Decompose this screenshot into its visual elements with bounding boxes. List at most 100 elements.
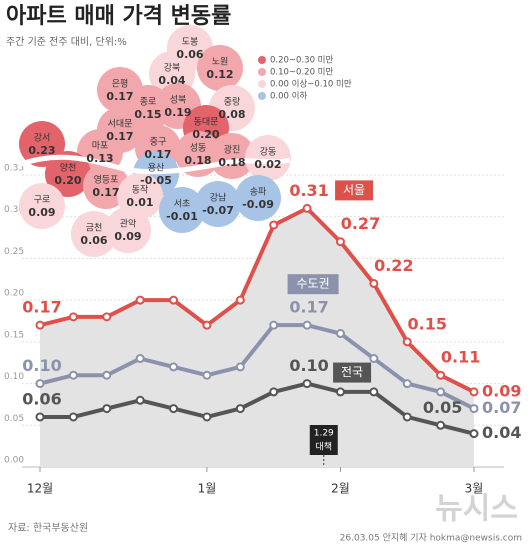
district-area [159,187,205,233]
legend-label: 0.00 이상~0.10 미만 [270,79,352,90]
legend-swatch [258,92,266,100]
district-name: 동작 [132,185,149,196]
point [235,295,245,305]
y-tick-label: 0.05 [4,414,24,424]
district-name: 송파 [250,187,267,198]
district-area [245,135,291,181]
district-area [45,151,91,197]
district-value: 0.06 [176,48,203,61]
title: 아파트 매매 가격 변동률 [6,4,231,29]
data-label: 0.10 [22,356,61,375]
legend-label: 0.10~0.20 미만 [270,68,333,78]
point [202,320,212,330]
district-value: 0.12 [206,68,233,81]
x-tick-label: 3월 [465,482,484,496]
data-label: 0.27 [341,214,380,233]
point [269,320,279,330]
point [135,354,145,364]
point [68,370,78,380]
district-value: -0.09 [242,198,274,211]
district-value: 0.19 [164,106,191,119]
district-value: 0.08 [218,108,245,121]
legend-swatch [258,80,266,88]
y-tick-label: 0.35 [4,164,24,174]
district-value: 0.17 [92,186,119,199]
point [469,429,479,439]
y-tick-label: 0.20 [4,289,24,299]
district-area [19,183,65,229]
point [35,412,45,422]
point [135,295,145,305]
annotation-text: 대책 [315,441,332,453]
x-tick-label: 2월 [331,482,350,496]
district-value: 0.02 [254,158,281,171]
district-name: 은평 [112,79,129,90]
point [402,379,412,389]
annotation-text: 1.29 [314,429,334,439]
district-name: 관악 [120,218,137,230]
point [102,404,112,414]
y-tick-label: 0.00 [4,456,24,466]
district-value: 0.06 [80,234,107,247]
y-tick-label: 0.10 [4,372,24,382]
point [269,387,279,397]
district-name: 중구 [150,137,167,148]
data-label: 0.04 [482,423,521,442]
data-label: 0.06 [22,389,61,408]
data-label: 0.05 [423,398,462,417]
district-value: 0.18 [184,154,211,167]
credit: 26.03.05 안지혜 기자 hokma@newsis.com [340,532,522,544]
district-name: 도봉 [182,37,199,48]
point [235,404,245,414]
point [369,387,379,397]
legend-label: 서울 [343,183,365,197]
point [35,379,45,389]
district-name: 마포 [92,141,109,152]
point [369,354,379,364]
point [235,362,245,372]
point [102,312,112,322]
point [469,387,479,397]
series-name-box [335,180,374,201]
point [335,387,345,397]
subtitle: 주간 기준 전주 대비, 단위:% [6,35,127,48]
legend-label: 0.00 이하 [270,91,307,102]
point [436,387,446,397]
district-value: 0.17 [144,148,171,161]
district-value: 0.17 [106,130,133,143]
district-name: 강남 [210,193,227,204]
district-name: 용산 [148,163,165,174]
line [39,323,475,411]
y-tick-label: 0.25 [4,247,24,257]
data-label: 0.09 [482,381,521,400]
district-name: 강서 [34,133,51,144]
data-label: 0.10 [289,356,328,375]
district-value: 0.01 [126,196,153,209]
district-name: 노원 [212,57,229,68]
legend-label: 전국 [341,365,363,379]
district-area [197,45,243,91]
district-name: 종로 [140,97,157,108]
district-value: 0.23 [28,144,55,157]
data-label: 0.15 [407,314,446,333]
point [102,370,112,380]
district-value: -0.05 [140,174,172,187]
point [35,320,45,330]
district-area [105,207,151,253]
district-value: -0.01 [166,210,198,223]
point [169,362,179,372]
point [469,404,479,414]
district-area [195,181,241,227]
x-tick-label: 1월 [198,482,217,496]
y-tick-label: 0.15 [4,330,24,340]
district-area [209,133,255,179]
point [169,295,179,305]
district-value: 0.18 [218,156,245,169]
district-name: 양천 [60,163,77,174]
district-name: 강북 [164,63,181,74]
point [436,370,446,380]
district-area [235,175,281,221]
legend-label: 0.20~0.30 미만 [270,56,333,66]
